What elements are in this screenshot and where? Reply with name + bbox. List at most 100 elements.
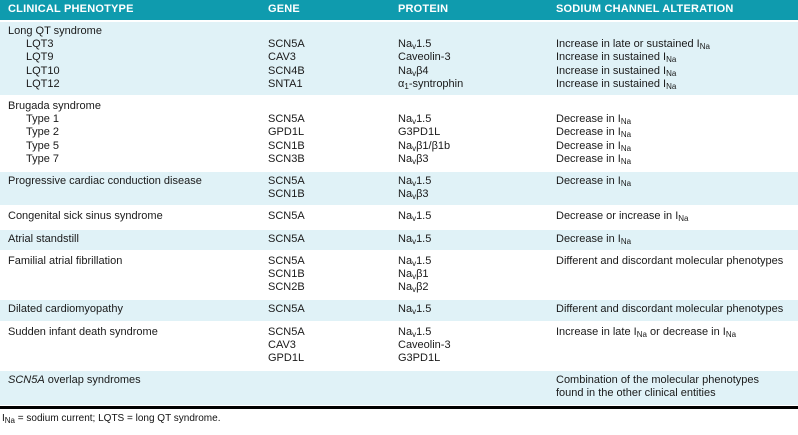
phenotype-title: SCN5A overlap syndromes	[8, 374, 141, 387]
protein-value: Nav1.5	[398, 303, 432, 317]
gene-cell	[268, 374, 398, 400]
protein-value: Caveolin-3	[398, 51, 451, 64]
protein-cell: Nav1.5 Caveolin-3 G3PD1L	[398, 326, 556, 366]
alteration-cell: Decrease in INa	[556, 175, 798, 201]
protein-value: Navβ1	[398, 268, 429, 282]
table-row: Brugada syndrome Type 1 Type 2 Type 5 Type 7…	[0, 97, 798, 170]
alteration-value: Increase in late INa or decrease in INa	[556, 325, 737, 339]
phenotype-subrow: LQT10	[26, 64, 60, 77]
gene-value: SCN2B	[268, 281, 305, 294]
table-row: Sudden infant death syndrome SCN5A CAV3 GP…	[0, 323, 798, 370]
protein-value: Caveolin-3	[398, 338, 451, 351]
protein-cell: Nav1.5 Caveolin-3 Navβ4 α1-syntrophin	[398, 25, 556, 91]
protein-cell: Nav1.5	[398, 303, 556, 316]
protein-value: Navβ3	[398, 152, 429, 166]
alteration-value: Decrease in INa	[556, 175, 632, 189]
protein-cell: Nav1.5	[398, 210, 556, 223]
phenotype-cell: Long QT syndrome LQT3 LQT9 LQT10 LQT12	[8, 25, 268, 91]
protein-value: α1-syntrophin	[398, 77, 464, 91]
phenotype-title: Sudden infant death syndrome	[8, 325, 158, 338]
alteration-cell: Decrease in INa	[556, 233, 798, 246]
protein-value: G3PD1L	[398, 352, 441, 365]
alteration-value: Increase in sustained INa	[556, 64, 677, 78]
phenotype-title: Atrial standstill	[8, 232, 79, 245]
phenotype-subrow: Type 1	[26, 113, 60, 126]
phenotype-title: Long QT syndrome	[8, 25, 102, 37]
gene-value: SCN5A	[268, 303, 305, 316]
phenotype-title: Brugada syndrome	[8, 100, 101, 113]
protein-value: Navβ4	[398, 64, 429, 78]
table-footnote: INa = sodium current; LQTS = long QT syn…	[2, 412, 221, 425]
gene-value: SCN5A	[268, 325, 305, 338]
protein-value: Nav1.5	[398, 113, 432, 127]
protein-value: Nav1.5	[398, 175, 432, 189]
header-gene: GENE	[268, 3, 300, 16]
gene-value: SCN1B	[268, 188, 305, 201]
gene-cell: SCN5A SCN1B	[268, 175, 398, 201]
table-body: Long QT syndrome LQT3 LQT9 LQT10 LQT12 SCN5A…	[0, 22, 798, 405]
table-row: Progressive cardiac conduction disease S…	[0, 172, 798, 206]
phenotype-cell: Dilated cardiomyopathy	[8, 303, 268, 316]
protein-cell: Nav1.5 Navβ3	[398, 175, 556, 201]
alteration-value: Increase in sustained INa	[556, 77, 677, 91]
header-sodium-channel-alteration: SODIUM CHANNEL ALTERATION	[556, 3, 734, 16]
gene-value: SCN5A	[268, 210, 305, 223]
alteration-value: Increase in late or sustained INa	[556, 38, 710, 52]
gene-cell: SCN5A	[268, 233, 398, 246]
protein-value: Nav1.5	[398, 232, 432, 246]
alteration-cell: Different and discordant molecular pheno…	[556, 255, 798, 295]
phenotype-cell: Progressive cardiac conduction disease	[8, 175, 268, 201]
gene-value: SCN5A	[268, 38, 305, 51]
gene-value: SCN5A	[268, 113, 305, 126]
gene-value: GPD1L	[268, 352, 305, 365]
protein-value: G3PD1L	[398, 126, 441, 139]
alteration-cell: Decrease in INa Decrease in INa Decrease i…	[556, 100, 798, 166]
gene-value: CAV3	[268, 51, 296, 64]
phenotype-cell: Congenital sick sinus syndrome	[8, 210, 268, 223]
phenotype-subrow: LQT3	[26, 38, 54, 51]
table-row: Atrial standstill SCN5A Nav1.5 Decrease …	[0, 229, 798, 250]
alteration-value: Different and discordant molecular pheno…	[556, 254, 784, 267]
table-row: Familial atrial fibrillation SCN5A SCN1B S…	[0, 252, 798, 299]
gene-value: SCN5A	[268, 254, 305, 267]
protein-value: Nav1.5	[398, 38, 432, 52]
gene-cell: SCN5A	[268, 303, 398, 316]
protein-value: Nav1.5	[398, 254, 432, 268]
phenotype-subrow: Type 5	[26, 139, 60, 152]
phenotype-subrow: Type 7	[26, 152, 60, 165]
phenotype-title: Progressive cardiac conduction disease	[8, 175, 202, 188]
gene-value: SCN1B	[268, 268, 305, 281]
alteration-value: Increase in sustained INa	[556, 51, 677, 65]
alteration-value: Combination of the molecular phenotypes …	[556, 374, 760, 400]
gene-value: SCN4B	[268, 64, 305, 77]
phenotype-cell: Atrial standstill	[8, 233, 268, 246]
alteration-cell: Different and discordant molecular pheno…	[556, 303, 798, 316]
protein-cell: Nav1.5 Navβ1 Navβ2	[398, 255, 556, 295]
gene-value: GPD1L	[268, 126, 305, 139]
phenotype-cell: Familial atrial fibrillation	[8, 255, 268, 295]
alteration-value: Decrease in INa	[556, 232, 632, 246]
footer-divider	[0, 405, 798, 409]
alteration-value: Decrease in INa	[556, 139, 632, 153]
alteration-cell: Increase in late INa or decrease in INa	[556, 326, 798, 366]
gene-cell: SCN5A CAV3 GPD1L	[268, 326, 398, 366]
table-row: Long QT syndrome LQT3 LQT9 LQT10 LQT12 SCN5A…	[0, 22, 798, 96]
phenotype-subrow: Type 2	[26, 126, 60, 139]
gene-value: SCN1B	[268, 139, 305, 152]
alteration-value: Decrease in INa	[556, 126, 632, 140]
table-row: SCN5A overlap syndromes Combination of t…	[0, 371, 798, 405]
protein-value: Nav1.5	[398, 210, 432, 224]
sodium-channel-table: CLINICAL PHENOTYPE GENE PROTEIN SODIUM C…	[0, 0, 798, 425]
gene-value: SCN5A	[268, 232, 305, 245]
table-row: Congenital sick sinus syndrome SCN5A Nav…	[0, 207, 798, 227]
phenotype-cell: Brugada syndrome Type 1 Type 2 Type 5 Type 7	[8, 100, 268, 166]
protein-cell: Nav1.5 G3PD1L Navβ1/β1b Navβ3	[398, 100, 556, 166]
gene-value: SCN5A	[268, 175, 305, 188]
alteration-value: Different and discordant molecular pheno…	[556, 303, 784, 316]
protein-value: Nav1.5	[398, 325, 432, 339]
alteration-value: Decrease in INa	[556, 152, 632, 166]
alteration-value: Decrease in INa	[556, 113, 632, 127]
protein-value: Navβ1/β1b	[398, 139, 451, 153]
gene-value: SNTA1	[268, 77, 303, 90]
phenotype-title: Congenital sick sinus syndrome	[8, 210, 163, 223]
